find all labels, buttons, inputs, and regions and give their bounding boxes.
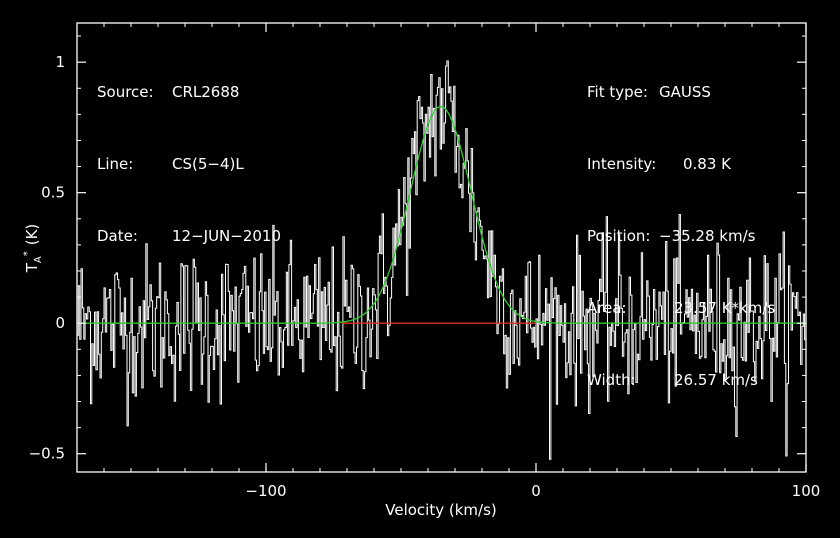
fit-type-label: Fit type: [587,83,648,101]
width-label: Width: [587,371,636,389]
y-tick-label: −0.5 [29,445,65,463]
plot-frame [76,22,807,473]
y-tick-label: 0 [55,314,65,332]
y-axis-label-unit: (K) [23,224,41,246]
area-label: Area: [587,299,627,317]
y-axis-label-sup: * [22,251,33,256]
x-axis-title: Velocity (km/s) [385,501,496,519]
x-tick-label: 0 [531,482,541,500]
source-info-panel: Source: CRL2688 Line: CS(5−4)L Date: 12−JUN… [97,32,281,272]
source-value: CRL2688 [172,83,240,101]
y-axis-label-sub: A [33,256,44,263]
position-label: Position: [587,227,651,245]
svg-text:TA*(K): TA* (K) [22,224,44,274]
line-label: Line: [97,155,134,173]
date-value: 12−JUN−2010 [172,227,282,245]
spectrum-line [77,60,806,460]
x-axis-label: Velocity (km/s) [385,501,496,519]
x-tick-label: −100 [245,482,286,500]
y-tick-label: 1 [55,53,65,71]
y-axis-label: T [23,262,41,273]
x-tick-label: 100 [792,482,821,500]
source-label: Source: [97,83,154,101]
line-value: CS(5−4)L [172,155,244,173]
area-value: 23.57 K*km/s [674,299,776,317]
y-axis-title: TA* (K) [22,224,44,274]
axis-ticks: −100 0 100 −0.5 0 0.5 1 [29,23,821,500]
gaussian-fit-line [77,105,806,324]
traces [77,60,806,460]
fit-type-value: GAUSS [659,83,711,101]
intensity-label: Intensity: [587,155,657,173]
intensity-value: 0.83 K [683,155,732,173]
y-tick-label: 0.5 [41,184,65,202]
date-label: Date: [97,227,138,245]
width-value: 26.57 km/s [674,371,758,389]
fit-info-panel: Fit type: GAUSS Intensity: 0.83 K Position… [587,32,775,416]
position-value: −35.28 km/s [659,227,756,245]
